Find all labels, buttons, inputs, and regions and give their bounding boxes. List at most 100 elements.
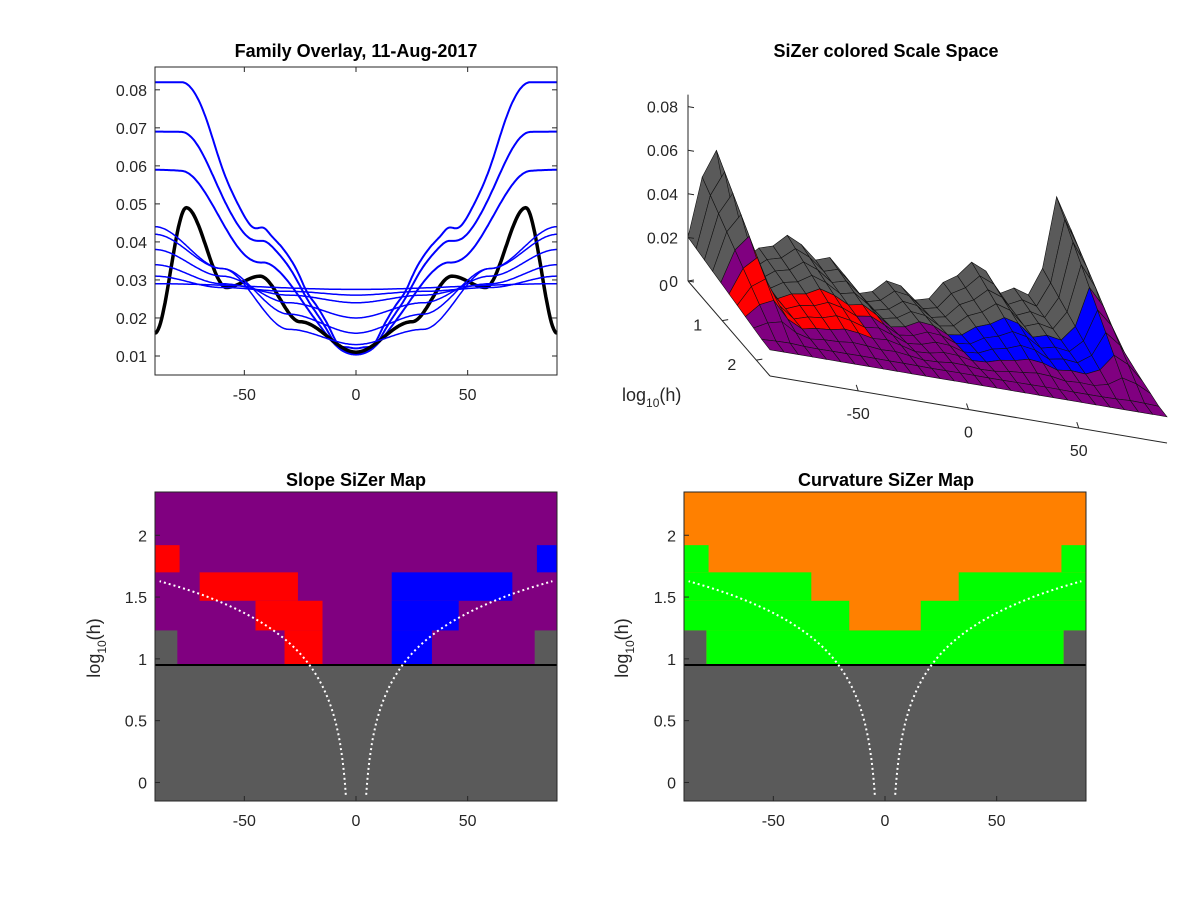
family-curve (155, 282, 557, 291)
x-tick-label: 50 (459, 813, 477, 830)
sizer-region (391, 600, 459, 631)
x-tick-mark (966, 403, 969, 410)
scale-space-title: SiZer colored Scale Space (773, 41, 998, 61)
family-curve (155, 81, 557, 350)
curvature-sizer-map (683, 491, 1087, 802)
curvature-sizer-title: Curvature SiZer Map (798, 470, 974, 490)
z-tick-label: 0.06 (647, 143, 678, 160)
sizer-region (684, 600, 850, 631)
sizer-region (155, 545, 180, 573)
family-curve (155, 248, 557, 319)
y-tick-label: 0.05 (116, 197, 147, 214)
sizer-region (284, 630, 323, 666)
h-tick-label: 0 (659, 278, 668, 295)
bandwidth-curve (365, 580, 553, 795)
y-tick-label: 1 (667, 652, 676, 669)
z-tick-mark (687, 149, 695, 152)
h-tick-label: 1 (693, 318, 702, 335)
bandwidth-curve (894, 580, 1082, 795)
sizer-region (391, 572, 513, 601)
sizer-region (684, 630, 707, 666)
sizer-region (1063, 630, 1086, 666)
family-curves (154, 81, 558, 356)
y-tick-label: 0.5 (125, 714, 147, 731)
z-tick-label: 0.08 (647, 100, 678, 117)
h-tick-mark (722, 319, 729, 322)
scale-space-panel: SiZer colored Scale Space 00.020.040.060… (622, 41, 1168, 460)
curvature-sizer-ticks: -50 0 50 0 0.5 1 1.5 2 (654, 528, 1006, 830)
y-tick-label: 1.5 (654, 590, 676, 607)
bandwidth-curve (159, 580, 347, 795)
bandwidth-curve (688, 580, 876, 795)
sizer-region (684, 572, 812, 601)
slope-sizer-ticks: -50 0 50 0 0.5 1 1.5 2 (125, 528, 477, 830)
h-tick-mark (687, 279, 695, 282)
y-tick-label: 0.06 (116, 159, 147, 176)
family-curve (155, 168, 557, 356)
sizer-region (1061, 545, 1086, 573)
family-overlay-panel: Family Overlay, 11-Aug-2017 -50 0 50 0.01 0.… (116, 41, 558, 404)
x-tick-label: 50 (1070, 443, 1088, 460)
scale-space-ylabel: log10(h) (622, 385, 681, 410)
x-tick-label: -50 (233, 387, 256, 404)
curvature-sizer-panel: Curvature SiZer Map -50 0 50 0 0.5 1 1.5 2 log1… (612, 470, 1087, 830)
sizer-region (536, 545, 557, 573)
y-tick-label: 1 (138, 652, 147, 669)
x-tick-label: 0 (352, 813, 361, 830)
z-tick-label: 0.04 (647, 187, 678, 204)
sizer-region (534, 630, 557, 666)
slope-sizer-map (154, 491, 558, 802)
x-tick-label: -50 (847, 406, 870, 423)
h-tick-mark (756, 358, 763, 361)
sizer-region (199, 572, 298, 601)
y-tick-label: 0.04 (116, 235, 147, 252)
y-tick-label: 0.07 (116, 121, 147, 138)
family-curve (155, 263, 557, 304)
z-tick-label: 0.02 (647, 230, 678, 247)
surface-patch (1143, 402, 1168, 418)
sparse-region (155, 665, 557, 801)
y-tick-label: 0.02 (116, 311, 147, 328)
slope-sizer-panel: Slope SiZer Map -50 0 50 0 0.5 1 1.5 2 log10(h) (84, 470, 558, 830)
x-tick-label: 0 (964, 425, 973, 442)
z-tick-label: 0 (669, 274, 678, 291)
x-tick-label: 0 (352, 387, 361, 404)
curvature-sizer-ylabel: log10(h) (612, 618, 637, 677)
family-overlay-title: Family Overlay, 11-Aug-2017 (235, 41, 478, 61)
sizer-region (155, 630, 178, 666)
y-tick-label: 0.01 (116, 349, 147, 366)
x-tick-label: -50 (233, 813, 256, 830)
slope-sizer-ylabel: log10(h) (84, 618, 109, 677)
y-tick-label: 0.08 (116, 83, 147, 100)
y-tick-label: 0 (667, 775, 676, 792)
family-curve (155, 233, 557, 334)
sizer-region (958, 572, 1086, 601)
h-tick-label: 2 (727, 357, 736, 374)
x-tick-mark (855, 384, 859, 392)
y-tick-label: 0.5 (654, 714, 676, 731)
family-curve (155, 275, 557, 296)
y-tick-label: 1.5 (125, 590, 147, 607)
scale-space-axes: 0 0.02 0.04 0.06 0.08 0 1 2 -50 0 50 (647, 94, 1168, 460)
y-tick-label: 2 (138, 528, 147, 545)
x-tick-mark (1076, 421, 1080, 429)
y-tick-label: 0 (138, 775, 147, 792)
x-tick-label: 0 (881, 813, 890, 830)
slope-sizer-title: Slope SiZer Map (286, 470, 426, 490)
x-tick-label: 50 (459, 387, 477, 404)
sizer-region (391, 630, 432, 666)
y-tick-label: 0.03 (116, 273, 147, 290)
x-tick-label: 50 (988, 813, 1006, 830)
sparse-region (684, 665, 1086, 801)
sizer-region (920, 600, 1086, 631)
z-tick-mark (687, 106, 695, 109)
sizer-region (706, 630, 1064, 666)
scale-space-surface (687, 149, 1168, 418)
z-tick-mark (687, 193, 695, 196)
y-tick-label: 2 (667, 528, 676, 545)
x-tick-label: -50 (762, 813, 785, 830)
sizer-region (684, 545, 709, 573)
z-tick-mark (687, 236, 695, 239)
family-overlay-ticks: -50 0 50 0.01 0.02 0.03 0.04 0.05 0.06 0.07 0.08 (116, 67, 557, 404)
